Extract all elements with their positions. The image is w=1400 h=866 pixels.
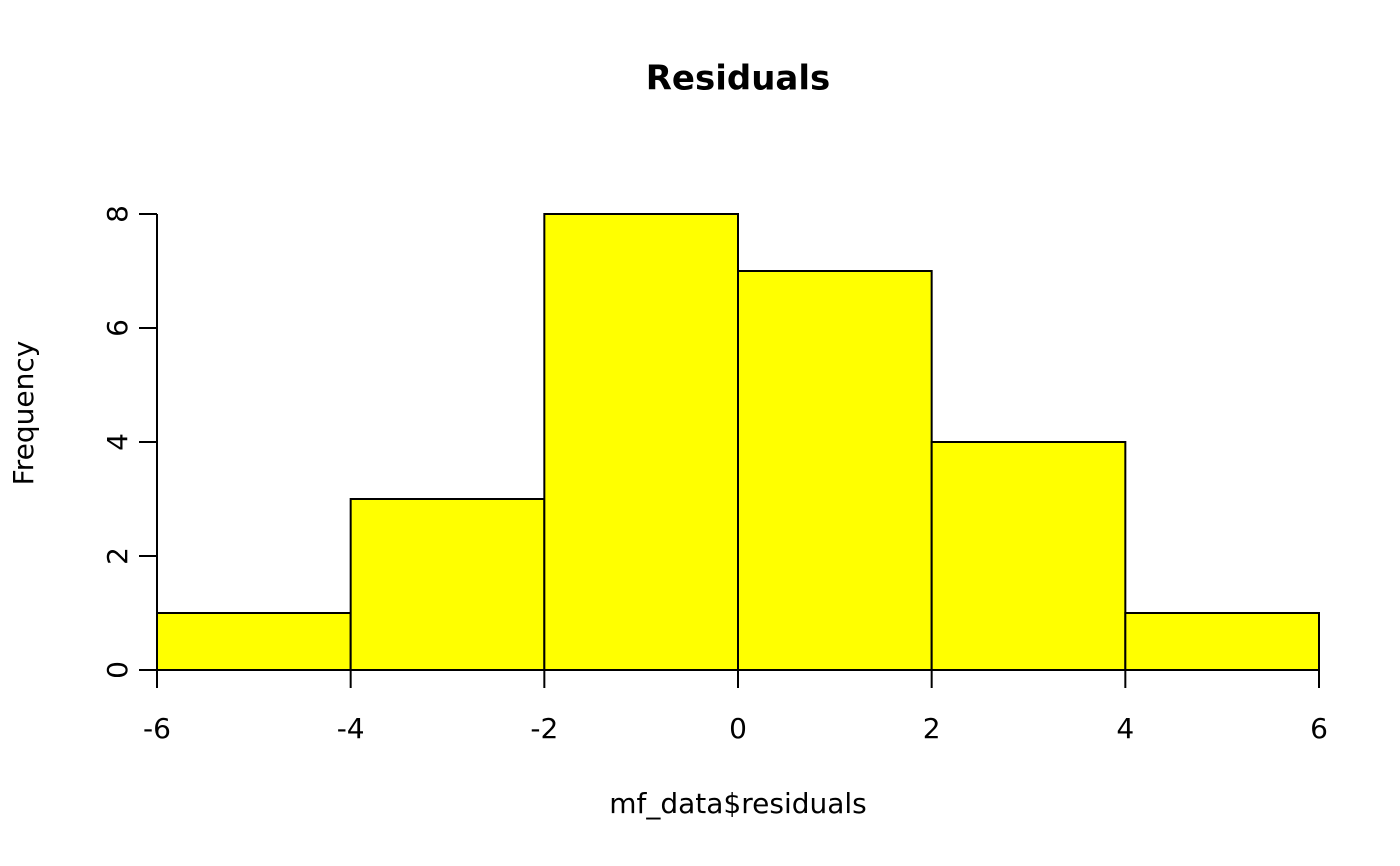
y-axis-label: Frequency [7, 341, 40, 486]
bar [930, 441, 1127, 671]
x-tick-label: 6 [1310, 712, 1328, 745]
x-tick-label: 2 [923, 712, 941, 745]
y-tick-label: 6 [101, 319, 134, 337]
x-axis-label: mf_data$residuals [609, 787, 867, 820]
y-tick-label: 8 [101, 205, 134, 223]
bar [156, 612, 352, 671]
chart-title: Residuals [646, 59, 831, 99]
bar [1124, 612, 1321, 671]
x-tick-label: -6 [143, 712, 171, 745]
x-tick-label: -4 [337, 712, 365, 745]
y-tick-label: 4 [101, 433, 134, 451]
bar [543, 213, 739, 671]
x-tick-label: 0 [729, 712, 747, 745]
y-tick-label: 2 [101, 547, 134, 565]
bar [349, 498, 546, 671]
y-tick-label: 0 [101, 661, 134, 679]
x-tick-label: 4 [1116, 712, 1134, 745]
x-tick-label: -2 [530, 712, 558, 745]
bar [737, 270, 933, 671]
